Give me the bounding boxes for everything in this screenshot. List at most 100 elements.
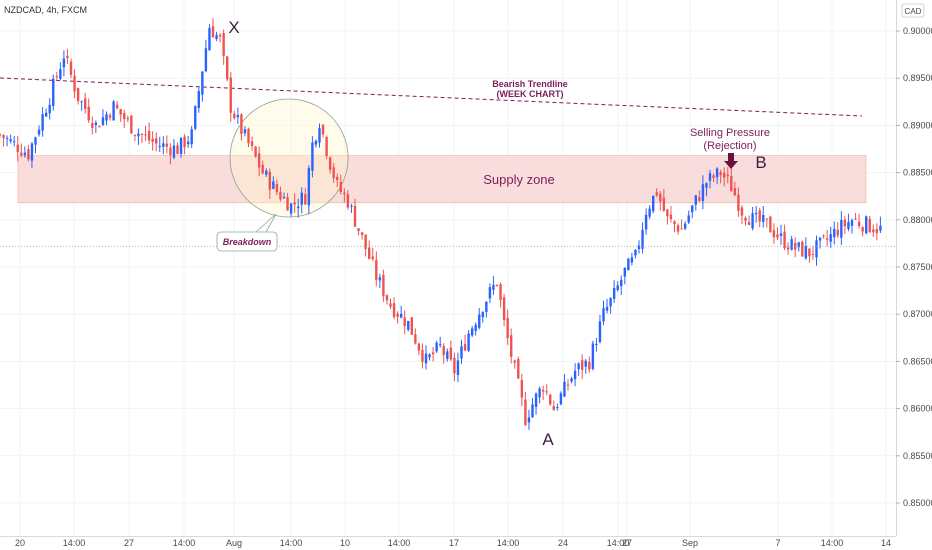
candle-body (804, 246, 808, 259)
candle-body (492, 284, 495, 290)
x-tick-label: 17 (449, 538, 459, 548)
candle-body (623, 267, 626, 277)
candle-body (801, 241, 804, 257)
candle-body (176, 145, 179, 155)
candle-body (627, 258, 630, 271)
candle-body (286, 197, 289, 211)
candle-body (208, 27, 211, 51)
candle-body (488, 287, 492, 299)
candle-body (573, 370, 577, 379)
candle-body (328, 157, 332, 170)
candle-body (463, 344, 467, 351)
candle-body (563, 381, 566, 397)
candle-body (371, 256, 374, 260)
candle-body (435, 342, 438, 352)
candle-body (9, 139, 12, 142)
candle-body (410, 317, 413, 335)
currency-badge[interactable] (901, 3, 925, 18)
candle-body (687, 215, 690, 223)
candle-body (119, 108, 122, 115)
candle-body (659, 193, 662, 202)
candle-body (666, 209, 669, 217)
candle-body (66, 55, 69, 58)
candle-body (616, 285, 619, 290)
candle-body (591, 343, 595, 369)
candle-body (577, 363, 580, 370)
x-tick-label: Sep (682, 538, 698, 548)
candle-body (506, 318, 509, 339)
candle-body (336, 176, 339, 181)
candle-body (723, 172, 726, 178)
candle-body (652, 195, 655, 212)
selling-pressure-label: Selling Pressure (690, 127, 770, 139)
candle-body (162, 143, 165, 147)
candle-body (350, 205, 353, 207)
candle-body (289, 203, 293, 214)
candle-body (254, 146, 257, 157)
candle-body (169, 147, 172, 156)
candle-body (545, 391, 548, 393)
candle-body (485, 301, 488, 312)
candle-body (346, 194, 350, 208)
candle-body (442, 346, 445, 356)
candle-body (595, 343, 598, 345)
candle-body (598, 321, 602, 343)
candle-body (857, 221, 861, 227)
candle-body (87, 106, 90, 121)
candle-body (215, 35, 218, 40)
candle-body (76, 87, 80, 102)
candle-body (268, 171, 271, 190)
candle-body (112, 101, 115, 121)
candle-body (524, 399, 527, 425)
candle-body (449, 347, 453, 360)
candle-body (243, 129, 247, 134)
candle-body (502, 297, 506, 321)
candle-body (847, 222, 850, 229)
candle-body (499, 284, 502, 301)
candle-body (123, 112, 126, 120)
candle-body (581, 360, 584, 370)
candle-body (470, 328, 474, 336)
candle-body (453, 357, 456, 374)
candle-body (474, 324, 477, 331)
candle-body (52, 78, 55, 107)
candle-body (69, 61, 73, 75)
candle-body (211, 26, 215, 38)
candle-body (552, 405, 555, 411)
candle-body (105, 114, 108, 121)
candle-body (751, 213, 754, 229)
candle-body (257, 153, 261, 168)
candle-body (101, 117, 105, 125)
candle-body (165, 143, 169, 147)
candle-body (293, 202, 296, 205)
candle-body (62, 58, 66, 68)
candle-body (321, 124, 325, 135)
candle-body (353, 205, 357, 227)
x-tick-label: 10 (340, 538, 350, 548)
candle-body (59, 69, 62, 79)
x-tick-label: 7 (775, 538, 780, 548)
candle-body (91, 123, 94, 128)
candle-body (48, 104, 51, 114)
x-tick-label: Aug (226, 538, 242, 548)
candle-body (172, 145, 176, 158)
candle-body (733, 188, 737, 196)
candle-body (332, 167, 335, 179)
arrow-down-icon (724, 153, 738, 169)
candle-body (360, 232, 364, 235)
candle-body (549, 394, 552, 405)
candle-body (456, 360, 460, 376)
candle-body (850, 220, 854, 226)
candle-body (407, 321, 410, 330)
x-tick-label: 20 (15, 538, 25, 548)
candle-body (822, 235, 825, 237)
candle-body (730, 176, 733, 192)
